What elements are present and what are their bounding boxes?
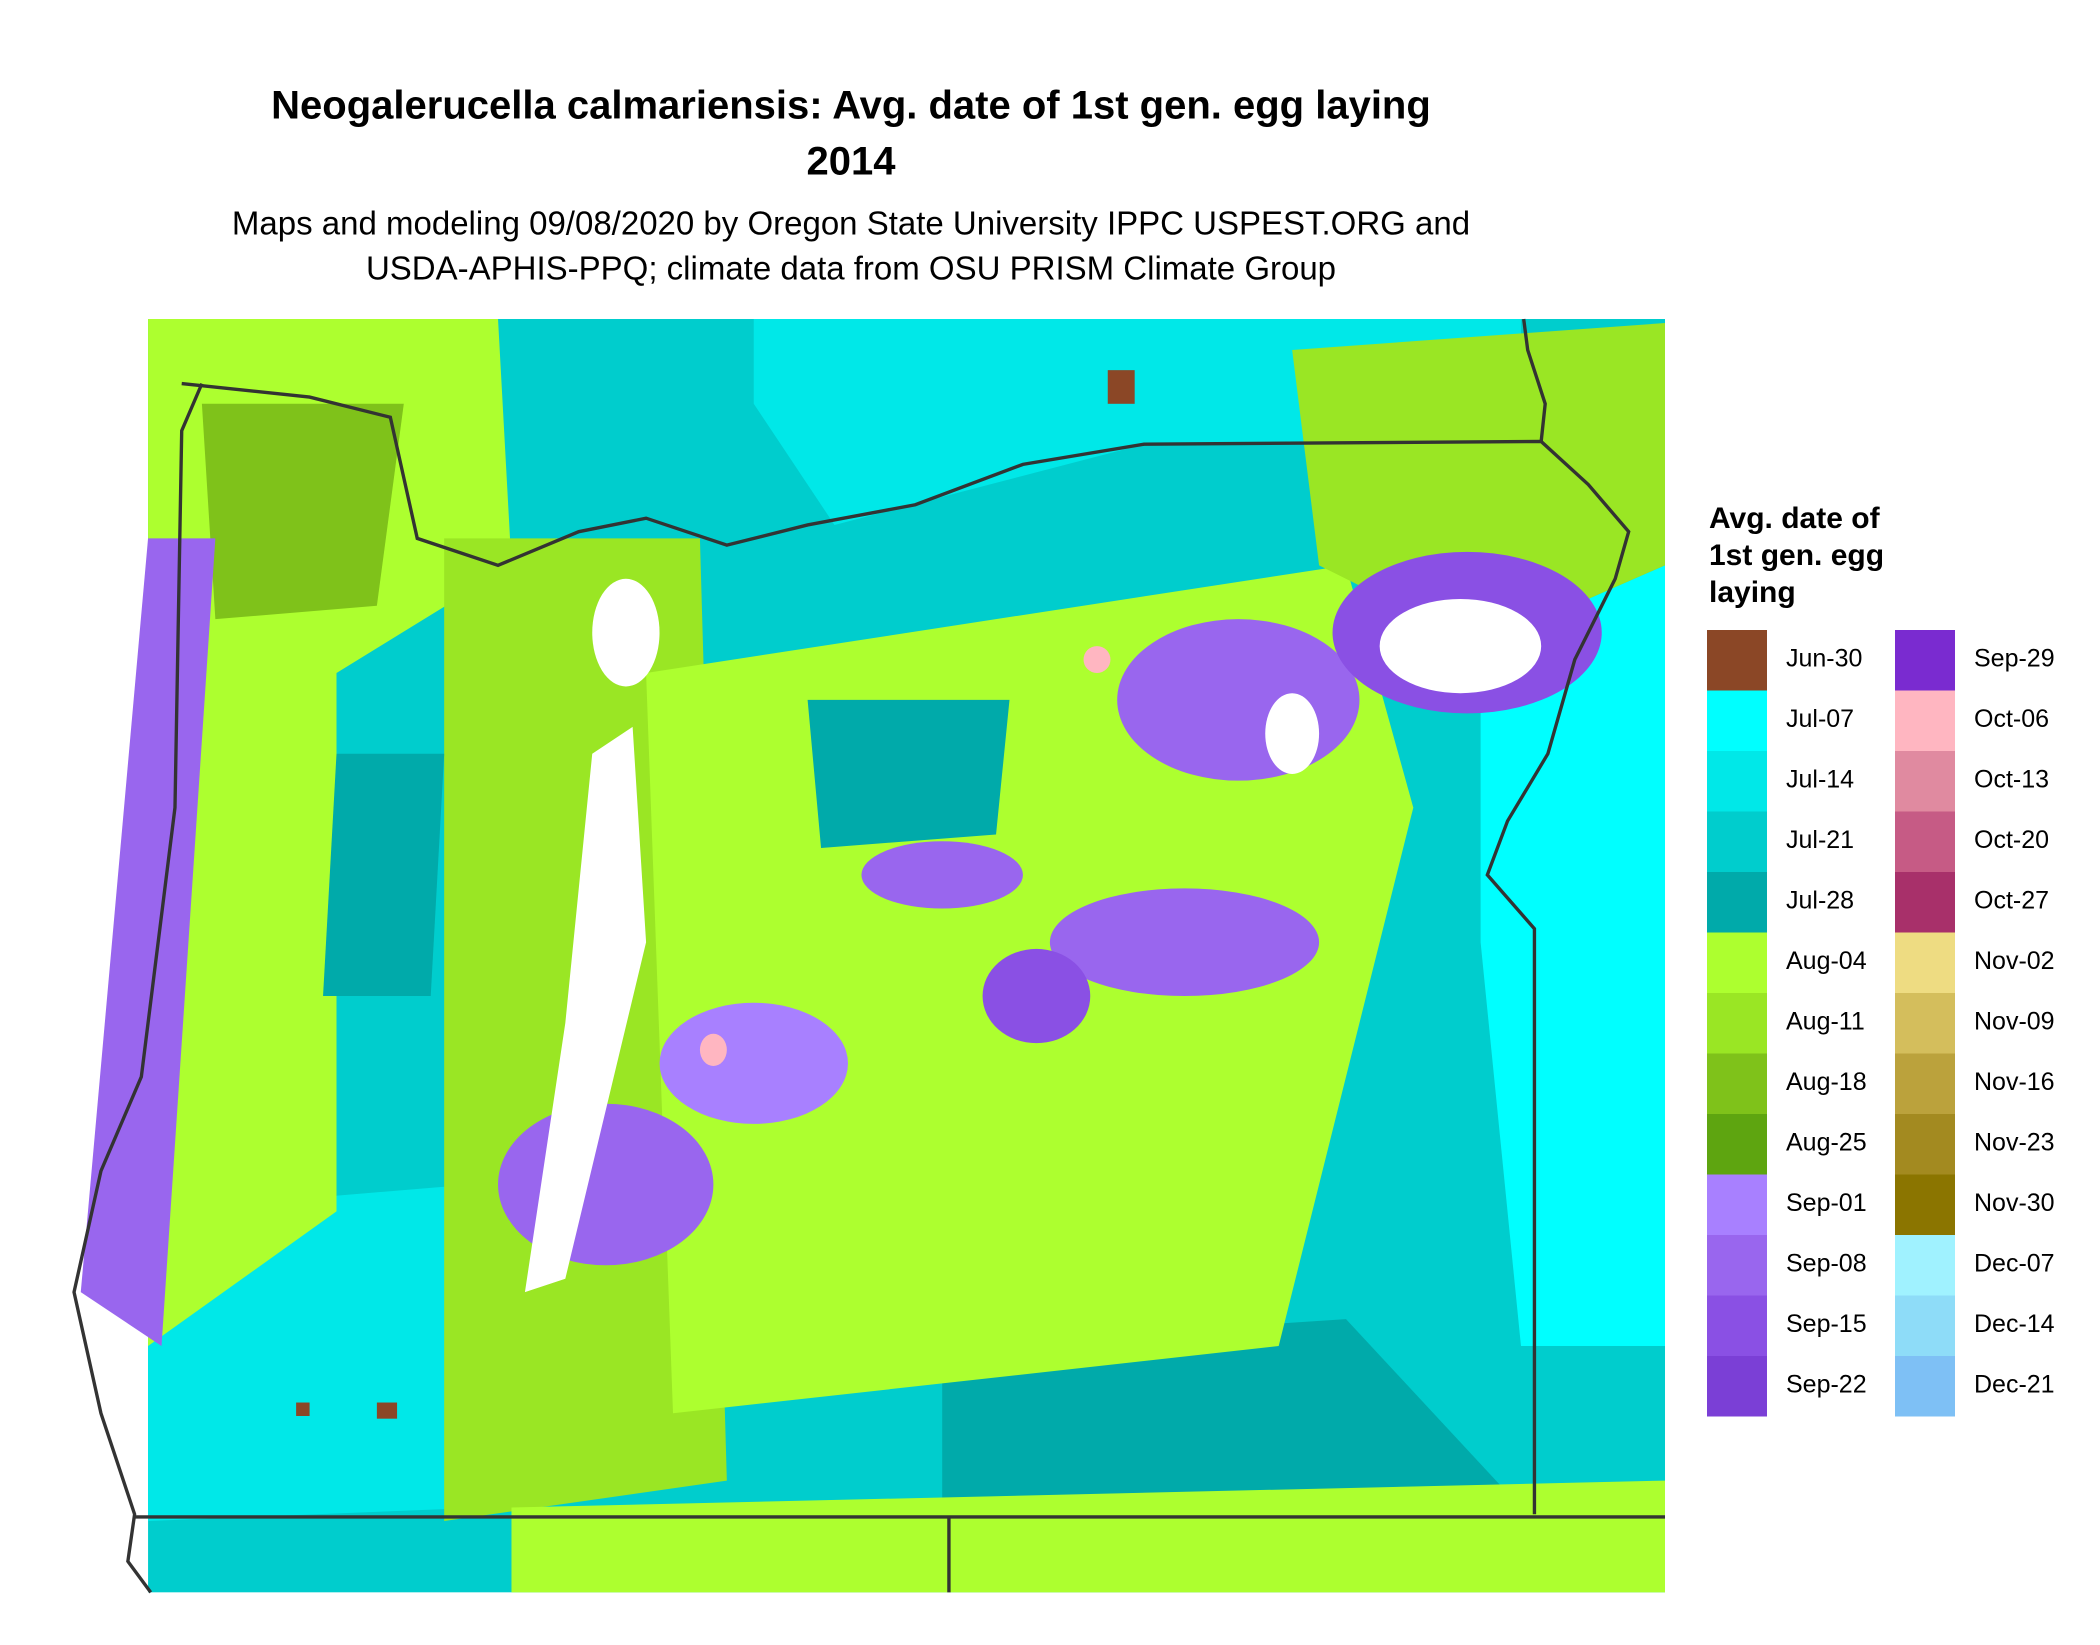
region xyxy=(296,1402,310,1416)
legend-label: Jun-30 xyxy=(1786,645,1862,673)
legend-swatch xyxy=(1895,1114,1955,1175)
legend-swatch xyxy=(1895,872,1955,933)
legend-swatch xyxy=(1895,993,1955,1054)
legend-swatch xyxy=(1895,811,1955,872)
legend-label: Sep-22 xyxy=(1786,1371,1867,1399)
legend-swatch xyxy=(1895,1235,1955,1296)
legend-label: Nov-02 xyxy=(1974,947,2055,975)
legend-label: Jul-14 xyxy=(1786,766,1854,794)
legend-label: Nov-30 xyxy=(1974,1189,2055,1217)
legend-swatch xyxy=(1707,1114,1767,1175)
region xyxy=(699,1033,727,1067)
legend-swatch xyxy=(1707,690,1767,751)
legend-label: Sep-08 xyxy=(1786,1250,1867,1278)
legend-swatch xyxy=(1895,1174,1955,1235)
legend-swatch xyxy=(1895,932,1955,993)
region xyxy=(511,1480,1666,1593)
region xyxy=(524,726,647,1293)
legend-swatch xyxy=(1707,1174,1767,1235)
legend-label: Oct-27 xyxy=(1974,887,2049,915)
legend-label: Sep-01 xyxy=(1786,1189,1867,1217)
region xyxy=(982,948,1091,1044)
legend-swatch xyxy=(1895,1295,1955,1356)
legend-swatch xyxy=(1707,811,1767,872)
region xyxy=(1049,888,1320,997)
legend-swatch xyxy=(1707,993,1767,1054)
map-year: 2014 xyxy=(807,140,897,184)
legend-label: Oct-06 xyxy=(1974,705,2049,733)
legend-label: Aug-04 xyxy=(1786,947,1867,975)
state-border xyxy=(181,381,1631,1515)
region xyxy=(1107,370,1135,404)
region xyxy=(376,1402,398,1419)
legend-swatch xyxy=(1707,932,1767,993)
legend-label: Nov-09 xyxy=(1974,1008,2055,1036)
legend-swatch xyxy=(1707,1356,1767,1417)
legend-swatch xyxy=(1707,630,1767,691)
subtitle: USDA-APHIS-PPQ; climate data from OSU PR… xyxy=(366,250,1336,287)
region xyxy=(1480,565,1666,1346)
legend-swatch xyxy=(1895,751,1955,812)
legend-label: Oct-20 xyxy=(1974,826,2049,854)
region xyxy=(1379,598,1542,694)
region xyxy=(861,841,1023,909)
legend-title: 1st gen. egg xyxy=(1709,539,1884,572)
region xyxy=(498,1103,714,1266)
legend-label: Dec-14 xyxy=(1974,1310,2055,1338)
legend-label: Dec-21 xyxy=(1974,1371,2055,1399)
legend-swatch xyxy=(1895,1356,1955,1417)
legend-label: Jul-07 xyxy=(1786,705,1854,733)
legend: Avg. date of 1st gen. egg laying Jun-30 J… xyxy=(1707,502,2055,1417)
region xyxy=(1117,619,1360,781)
legend-label: Nov-16 xyxy=(1974,1068,2055,1096)
legend-swatch xyxy=(1707,872,1767,933)
region xyxy=(201,403,404,620)
region xyxy=(807,699,1010,848)
region xyxy=(80,538,216,1346)
region xyxy=(323,753,445,997)
legend-label: Jul-28 xyxy=(1786,887,1854,915)
legend-swatch xyxy=(1895,690,1955,751)
state-border xyxy=(1522,318,1547,442)
legend-swatch xyxy=(1707,1235,1767,1296)
region xyxy=(1265,693,1320,774)
legend-label: Sep-29 xyxy=(1974,645,2055,673)
region xyxy=(592,578,660,687)
map-title: Neogalerucella calmariensis: Avg. date o… xyxy=(271,84,1431,128)
legend-swatch xyxy=(1707,1053,1767,1114)
legend-label: Nov-23 xyxy=(1974,1129,2055,1157)
legend-swatch xyxy=(1895,630,1955,691)
coastline xyxy=(72,382,204,1594)
legend-label: Jul-21 xyxy=(1786,826,1854,854)
legend-label: Aug-11 xyxy=(1786,1008,1865,1036)
legend-label: Sep-15 xyxy=(1786,1310,1867,1338)
region xyxy=(659,1002,848,1124)
map xyxy=(72,318,1666,1594)
subtitle: Maps and modeling 09/08/2020 by Oregon S… xyxy=(232,205,1470,242)
legend-title: Avg. date of xyxy=(1709,502,1881,535)
legend-label: Oct-13 xyxy=(1974,766,2049,794)
legend-label: Aug-18 xyxy=(1786,1068,1867,1096)
legend-label: Aug-25 xyxy=(1786,1129,1867,1157)
legend-swatch xyxy=(1707,751,1767,812)
region xyxy=(1083,646,1111,673)
legend-label: Dec-07 xyxy=(1974,1250,2055,1278)
legend-title: laying xyxy=(1709,576,1796,609)
legend-swatch xyxy=(1895,1053,1955,1114)
legend-swatch xyxy=(1707,1295,1767,1356)
borders xyxy=(72,318,1666,1594)
region xyxy=(1292,323,1666,647)
